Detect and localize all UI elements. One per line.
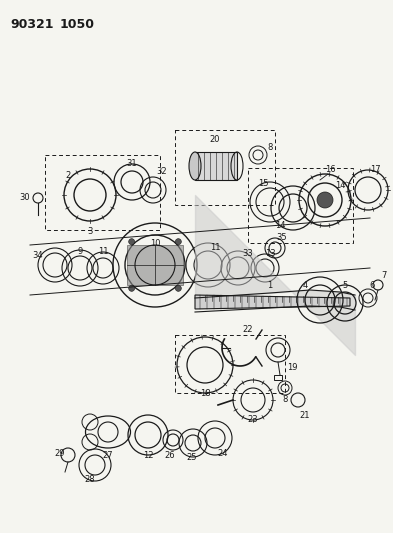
Text: 26: 26 [165, 450, 175, 459]
Ellipse shape [189, 152, 201, 180]
Text: 11: 11 [98, 247, 108, 256]
Circle shape [317, 192, 333, 208]
Text: 8: 8 [267, 143, 273, 152]
Bar [45, 155, 160, 230]
Bar [175, 130, 275, 205]
Circle shape [129, 239, 135, 245]
Text: 9: 9 [77, 247, 83, 256]
Text: 33: 33 [242, 248, 253, 257]
Text: 10: 10 [150, 238, 160, 247]
Text: 3: 3 [87, 228, 93, 237]
Text: 23: 23 [248, 416, 258, 424]
Polygon shape [195, 295, 350, 309]
Text: 5: 5 [342, 280, 348, 289]
Bar [195, 152, 237, 180]
Text: 14: 14 [335, 181, 345, 190]
Text: 1050: 1050 [60, 18, 95, 31]
Circle shape [175, 285, 181, 292]
Text: 32: 32 [157, 167, 167, 176]
Text: 29: 29 [55, 448, 65, 457]
Text: 31: 31 [127, 158, 137, 167]
Text: 4: 4 [302, 280, 308, 289]
Text: 8: 8 [282, 395, 288, 405]
Bar [248, 168, 353, 243]
Text: 7: 7 [381, 271, 387, 279]
Text: 6: 6 [369, 280, 375, 289]
Text: 15: 15 [258, 179, 268, 188]
Text: 28: 28 [84, 475, 95, 484]
Text: 25: 25 [187, 454, 197, 463]
Text: 1: 1 [267, 281, 273, 290]
Text: 18: 18 [200, 389, 210, 398]
Circle shape [129, 285, 135, 292]
Bar [127, 245, 183, 285]
Text: 22: 22 [243, 326, 253, 335]
Text: 90321: 90321 [10, 18, 53, 31]
Text: 21: 21 [300, 410, 310, 419]
Text: 2: 2 [65, 171, 71, 180]
Text: 27: 27 [103, 450, 113, 459]
Text: 30: 30 [20, 193, 30, 203]
Text: 35: 35 [277, 233, 287, 243]
Text: 34: 34 [33, 251, 43, 260]
Text: 17: 17 [370, 166, 380, 174]
Text: 12: 12 [143, 450, 153, 459]
Text: 24: 24 [218, 448, 228, 457]
Text: 11: 11 [210, 244, 220, 253]
Text: 19: 19 [287, 364, 297, 373]
Text: 13: 13 [265, 248, 275, 257]
Text: 14: 14 [275, 221, 285, 230]
Text: 16: 16 [325, 166, 335, 174]
Text: 20: 20 [210, 135, 220, 144]
Bar [175, 335, 285, 393]
Bar [274, 375, 282, 380]
Circle shape [175, 239, 181, 245]
